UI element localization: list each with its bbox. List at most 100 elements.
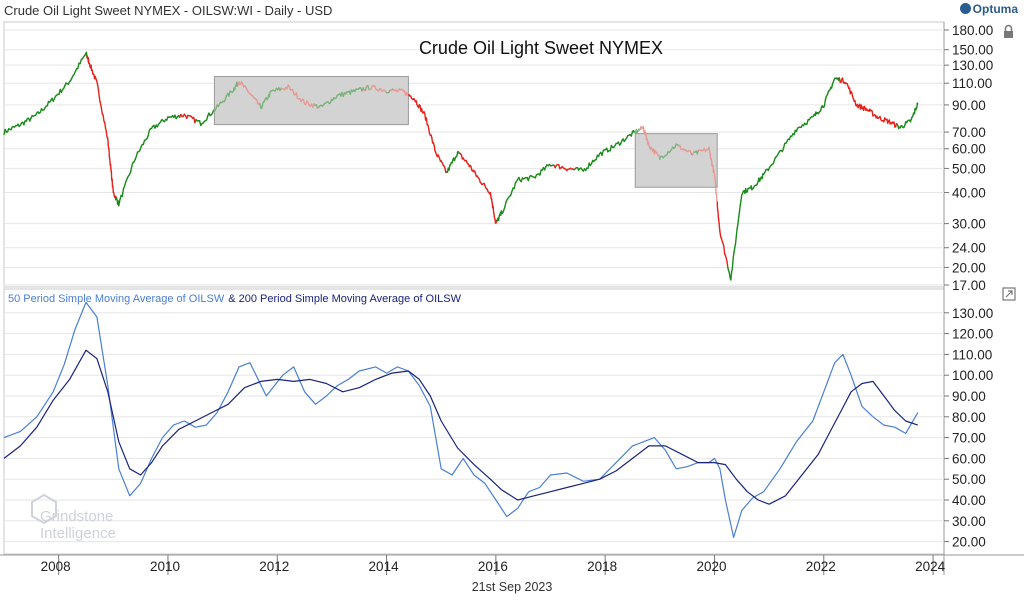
chart-header: Crude Oil Light Sweet NYMEX - OILSW:WI -… bbox=[0, 0, 1024, 22]
price-segment bbox=[726, 260, 729, 268]
grindstone-watermark: Grindstone Intelligence bbox=[31, 493, 116, 542]
price-y-tick-label: 30.00 bbox=[952, 217, 986, 232]
price-segment bbox=[504, 201, 507, 208]
price-segment bbox=[292, 89, 295, 96]
price-segment bbox=[302, 98, 306, 105]
price-segment bbox=[121, 188, 125, 198]
expand-panel-icon[interactable] bbox=[1002, 287, 1016, 301]
sma-legend: 50 Period Simple Moving Average of OILSW… bbox=[8, 293, 462, 305]
x-tick-label: 2008 bbox=[41, 559, 71, 574]
price-segment bbox=[734, 242, 737, 249]
x-tick-label: 2020 bbox=[696, 559, 726, 574]
sma-y-tick-label: 120.00 bbox=[952, 327, 993, 342]
price-segment bbox=[740, 194, 743, 201]
lock-icon[interactable] bbox=[1004, 24, 1013, 39]
price-segment bbox=[268, 90, 271, 98]
sma-y-tick-label: 30.00 bbox=[952, 514, 986, 529]
price-segment bbox=[719, 230, 722, 238]
price-y-tick-label: 60.00 bbox=[952, 142, 986, 157]
sma-y-tick-label: 50.00 bbox=[952, 472, 986, 487]
sma-y-ticks: 130.00 120.00 110.00 100.00 90.00 80.00 70.00 6… bbox=[944, 306, 993, 550]
price-segment bbox=[738, 204, 741, 213]
x-tick-label: 2012 bbox=[259, 559, 289, 574]
price-segment bbox=[228, 90, 231, 97]
price-y-tick-label: 20.00 bbox=[952, 260, 986, 275]
price-y-tick-label: 24.00 bbox=[952, 241, 986, 256]
price-segment bbox=[513, 182, 517, 190]
chart-header-title: Crude Oil Light Sweet NYMEX - OILSW:WI -… bbox=[4, 3, 333, 18]
price-segment bbox=[129, 166, 133, 174]
price-segment bbox=[431, 137, 434, 144]
price-segment bbox=[97, 89, 100, 98]
price-y-tick-label: 150.00 bbox=[952, 43, 993, 58]
price-segment bbox=[46, 100, 50, 107]
price-segment bbox=[448, 164, 451, 171]
x-tick-label: 2018 bbox=[587, 559, 617, 574]
x-tick-label: 2010 bbox=[150, 559, 180, 574]
price-segment bbox=[735, 227, 738, 237]
price-segment bbox=[732, 251, 735, 259]
highlight-box bbox=[213, 76, 409, 126]
sma50-line bbox=[3, 301, 919, 538]
sma-grid bbox=[4, 312, 944, 543]
x-tick-label: 2014 bbox=[369, 559, 400, 574]
sma-y-tick-label: 110.00 bbox=[952, 347, 992, 362]
price-segment bbox=[100, 108, 104, 115]
watermark-line1: Grindstone bbox=[40, 508, 113, 525]
sma-y-tick-label: 40.00 bbox=[952, 493, 986, 508]
price-segment bbox=[854, 100, 857, 106]
price-segment bbox=[871, 110, 874, 117]
price-segment bbox=[737, 216, 740, 226]
price-segment bbox=[728, 271, 731, 279]
watermark-line2: Intelligence bbox=[40, 525, 116, 542]
price-segment bbox=[102, 114, 105, 122]
legend-sma200: & 200 Period Simple Moving Average of OI… bbox=[228, 293, 461, 305]
price-panel-frame bbox=[3, 21, 945, 288]
price-y-tick-label: 17.00 bbox=[952, 278, 986, 293]
price-segment bbox=[601, 150, 604, 157]
price-segment bbox=[630, 130, 634, 137]
price-segment bbox=[739, 199, 742, 207]
price-y-tick-label: 180.00 bbox=[952, 23, 993, 38]
sma-y-tick-label: 130.00 bbox=[952, 306, 993, 321]
sma-y-tick-label: 90.00 bbox=[952, 389, 986, 404]
price-segment bbox=[295, 92, 299, 100]
price-segment bbox=[823, 99, 827, 106]
price-segment bbox=[733, 247, 736, 254]
sma-y-tick-label: 80.00 bbox=[952, 410, 986, 425]
brand-logo: Optuma bbox=[959, 2, 1018, 16]
price-segment bbox=[761, 173, 764, 180]
price-segment bbox=[100, 104, 103, 111]
price-segment bbox=[367, 84, 370, 91]
price-segment bbox=[736, 223, 739, 230]
chart-date: 21st Sep 2023 bbox=[471, 580, 553, 594]
price-segment bbox=[147, 130, 150, 137]
sma-panel-frame bbox=[3, 288, 945, 555]
price-y-tick-label: 90.00 bbox=[952, 98, 986, 113]
price-segment bbox=[456, 151, 459, 157]
sma-y-tick-label: 20.00 bbox=[952, 535, 986, 550]
price-segment bbox=[77, 62, 80, 70]
price-y-tick-label: 110.00 bbox=[952, 76, 992, 91]
price-segment bbox=[737, 211, 741, 219]
x-tick-label: 2022 bbox=[806, 559, 836, 574]
price-segment bbox=[425, 117, 428, 126]
x-tick-label: 2016 bbox=[478, 559, 508, 574]
sma-y-tick-label: 100.00 bbox=[952, 368, 993, 383]
x-axis-ticks: 2008 2010 2012 2014 2016 2018 2020 2022 2024 bbox=[41, 555, 946, 575]
price-segment bbox=[364, 85, 368, 91]
price-segment bbox=[104, 121, 107, 129]
price-segment bbox=[135, 151, 139, 158]
price-y-tick-label: 50.00 bbox=[952, 161, 986, 176]
price-segment bbox=[96, 84, 100, 91]
price-y-tick-label: 70.00 bbox=[952, 125, 986, 140]
price-panel-title: Crude Oil Light Sweet NYMEX bbox=[419, 38, 663, 58]
price-segment bbox=[838, 77, 841, 83]
price-grid bbox=[4, 29, 944, 286]
price-y-tick-label: 130.00 bbox=[952, 58, 993, 73]
optuma-logo-icon bbox=[959, 3, 971, 14]
price-segment bbox=[806, 118, 809, 125]
price-segment bbox=[118, 199, 121, 207]
grindstone-logo-icon bbox=[31, 493, 57, 525]
